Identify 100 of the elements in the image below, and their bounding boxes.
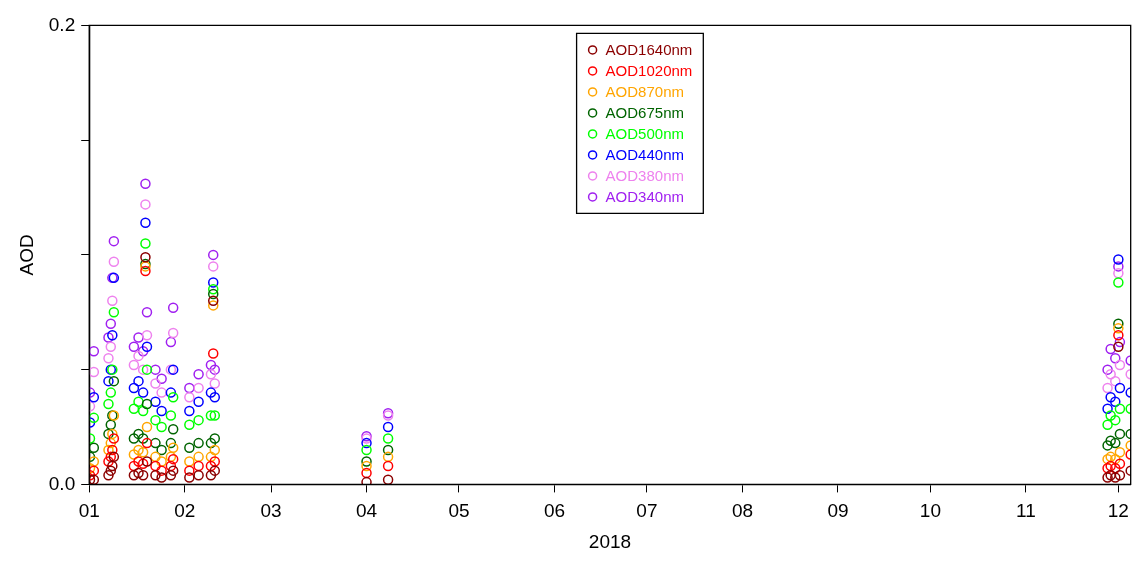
legend-label: AOD340nm (605, 188, 684, 206)
point (207, 284, 219, 295)
legend-label: AOD870nm (605, 83, 684, 101)
point (103, 444, 114, 456)
point (1114, 428, 1126, 440)
point (89, 412, 100, 424)
point (150, 460, 161, 472)
point (128, 382, 140, 394)
point (140, 238, 151, 249)
point (184, 382, 195, 394)
point (133, 444, 144, 456)
point (128, 403, 140, 414)
point (156, 444, 167, 456)
point (105, 318, 117, 329)
point (107, 444, 118, 456)
point (167, 442, 179, 453)
point (205, 410, 217, 421)
point (209, 444, 221, 456)
y-tick-label: 0.0 (48, 472, 76, 494)
point (137, 387, 149, 398)
point (141, 341, 153, 352)
point (184, 442, 195, 453)
point (205, 437, 217, 449)
point (128, 460, 140, 472)
point (361, 444, 372, 456)
point (209, 391, 221, 403)
point (1114, 458, 1126, 469)
point (141, 456, 153, 467)
point (137, 346, 149, 357)
x-tick-label: 06 (543, 500, 566, 522)
point (108, 307, 120, 318)
point (150, 364, 161, 375)
point (361, 456, 372, 467)
point (103, 352, 114, 364)
point (141, 307, 153, 318)
point (382, 433, 394, 444)
point (1110, 453, 1121, 465)
y-tick-label: 0.2 (48, 13, 76, 35)
x-axis-title: 2018 (588, 530, 632, 552)
point (209, 456, 221, 467)
point (193, 469, 204, 481)
point (167, 327, 179, 339)
point (1113, 341, 1124, 352)
x-tick-label: 12 (1107, 500, 1129, 522)
point (193, 396, 204, 408)
point (156, 421, 167, 433)
point (165, 460, 177, 472)
point (1110, 375, 1121, 387)
point (1114, 447, 1126, 458)
point (165, 469, 177, 481)
point (137, 447, 149, 458)
point (184, 472, 195, 483)
point (207, 288, 219, 300)
point (184, 419, 195, 430)
legend-label: AOD380nm (605, 167, 684, 185)
x-tick-label: 07 (636, 500, 658, 522)
point (1113, 329, 1124, 341)
point (103, 398, 114, 410)
point (156, 387, 167, 398)
point (209, 364, 221, 375)
point (137, 364, 149, 375)
point (1102, 364, 1113, 375)
point (128, 449, 140, 460)
point (150, 469, 161, 481)
legend-label: AOD1640nm (605, 41, 693, 59)
point (128, 359, 140, 371)
point (1114, 336, 1126, 348)
point (207, 261, 219, 272)
point (89, 456, 100, 467)
point (105, 387, 117, 398)
point (167, 391, 179, 403)
point (103, 469, 114, 481)
point (105, 465, 117, 476)
point (1114, 359, 1126, 371)
point (150, 414, 161, 426)
point (1102, 419, 1113, 430)
point (107, 460, 118, 472)
point (1110, 463, 1121, 474)
point (133, 467, 144, 479)
point (103, 375, 114, 387)
point (108, 235, 120, 247)
point (207, 348, 219, 359)
point (150, 378, 161, 389)
point (167, 302, 179, 313)
x-tick-label: 05 (448, 500, 470, 522)
point (184, 465, 195, 476)
point (89, 465, 100, 476)
point (128, 469, 140, 481)
point (140, 217, 151, 229)
point (165, 437, 177, 449)
x-tick-label: 01 (78, 500, 100, 522)
point (107, 329, 118, 341)
point (156, 373, 167, 385)
point (141, 329, 153, 341)
point (205, 460, 217, 472)
point (1110, 352, 1121, 364)
point (133, 375, 144, 387)
point (1102, 440, 1113, 451)
point (193, 437, 204, 449)
point (140, 178, 151, 190)
